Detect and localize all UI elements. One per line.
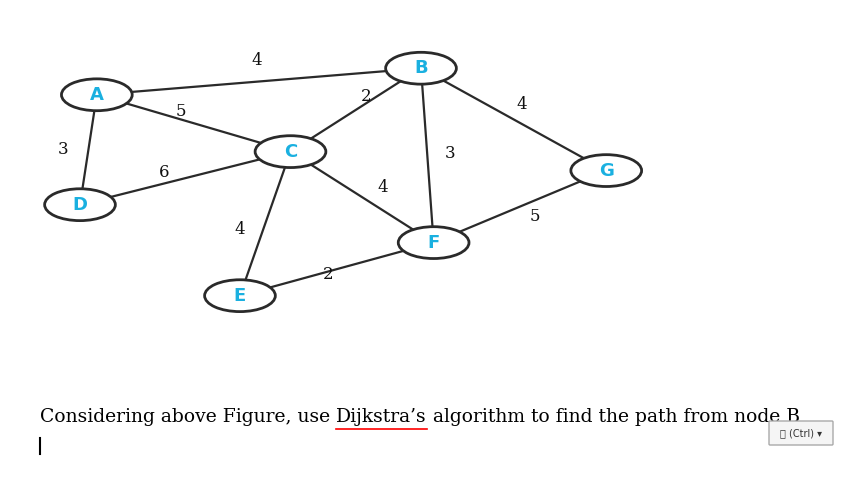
- Text: 2: 2: [361, 88, 371, 105]
- Text: 📋 (Ctrl) ▾: 📋 (Ctrl) ▾: [780, 428, 822, 438]
- Text: 3: 3: [58, 141, 68, 158]
- Text: D: D: [72, 196, 88, 214]
- Text: 4: 4: [517, 96, 527, 113]
- Circle shape: [61, 79, 132, 111]
- Text: 2: 2: [323, 266, 333, 283]
- Text: 5: 5: [176, 104, 186, 121]
- Text: F: F: [428, 234, 440, 252]
- Text: E: E: [234, 287, 246, 305]
- Text: A: A: [90, 86, 104, 104]
- Circle shape: [398, 226, 469, 259]
- Text: algorithm to find the path from node B: algorithm to find the path from node B: [427, 408, 800, 426]
- Text: 3: 3: [445, 145, 456, 162]
- Text: Dijkstra’s: Dijkstra’s: [336, 408, 427, 426]
- Circle shape: [571, 155, 642, 187]
- Text: B: B: [414, 59, 428, 77]
- Text: 4: 4: [235, 221, 245, 238]
- FancyBboxPatch shape: [769, 421, 833, 445]
- Circle shape: [255, 136, 326, 168]
- Text: 4: 4: [378, 179, 388, 196]
- Text: 5: 5: [530, 208, 540, 225]
- Circle shape: [205, 280, 275, 312]
- Circle shape: [45, 189, 115, 221]
- Text: C: C: [284, 142, 297, 161]
- Text: 6: 6: [159, 164, 169, 181]
- Circle shape: [386, 52, 456, 84]
- Text: 4: 4: [252, 52, 262, 69]
- Text: Considering above Figure, use: Considering above Figure, use: [40, 408, 336, 426]
- Text: G: G: [599, 161, 614, 180]
